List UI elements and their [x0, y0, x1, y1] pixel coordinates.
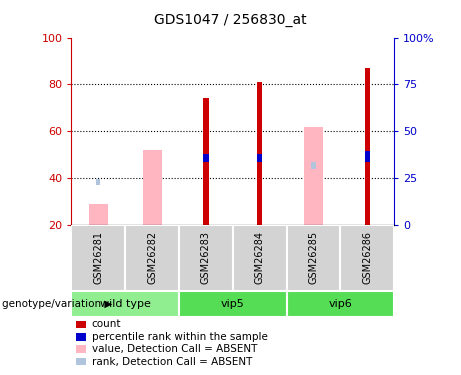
Text: GSM26281: GSM26281: [93, 231, 103, 284]
Text: GSM26283: GSM26283: [201, 231, 211, 284]
Text: count: count: [92, 320, 121, 329]
Text: GSM26284: GSM26284: [254, 231, 265, 284]
Bar: [203, 99, 208, 225]
Bar: [179, 225, 233, 291]
Bar: [233, 225, 287, 291]
Bar: [287, 225, 340, 291]
Bar: [257, 153, 262, 162]
Bar: [143, 150, 161, 225]
Bar: [311, 162, 316, 169]
Bar: [89, 204, 108, 225]
Bar: [287, 291, 394, 317]
Bar: [125, 225, 179, 291]
Text: vip5: vip5: [221, 299, 245, 309]
Bar: [365, 151, 370, 162]
Text: GDS1047 / 256830_at: GDS1047 / 256830_at: [154, 13, 307, 27]
Text: GSM26285: GSM26285: [308, 231, 319, 284]
Bar: [340, 225, 394, 291]
Text: GSM26282: GSM26282: [147, 231, 157, 284]
Bar: [179, 291, 287, 317]
Bar: [96, 179, 100, 185]
Bar: [365, 68, 370, 225]
Text: genotype/variation ▶: genotype/variation ▶: [2, 299, 112, 309]
Bar: [257, 82, 262, 225]
Text: GSM26286: GSM26286: [362, 231, 372, 284]
Text: wild type: wild type: [100, 299, 151, 309]
Bar: [304, 127, 323, 225]
Bar: [71, 225, 125, 291]
Bar: [71, 291, 179, 317]
Text: value, Detection Call = ABSENT: value, Detection Call = ABSENT: [92, 344, 257, 354]
Text: rank, Detection Call = ABSENT: rank, Detection Call = ABSENT: [92, 357, 252, 366]
Bar: [203, 153, 208, 162]
Text: percentile rank within the sample: percentile rank within the sample: [92, 332, 268, 342]
Text: vip6: vip6: [329, 299, 352, 309]
